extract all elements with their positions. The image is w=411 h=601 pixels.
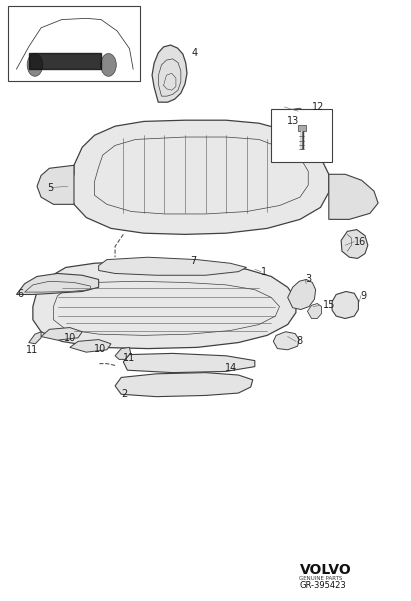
Text: 12: 12 — [312, 102, 325, 112]
Polygon shape — [152, 45, 187, 102]
Text: 16: 16 — [354, 237, 367, 246]
Polygon shape — [329, 174, 378, 219]
Polygon shape — [37, 165, 74, 204]
Polygon shape — [29, 332, 41, 344]
Text: GENUINE PARTS: GENUINE PARTS — [299, 576, 343, 581]
Bar — [298, 124, 306, 131]
Text: 3: 3 — [305, 275, 311, 284]
Text: 8: 8 — [296, 337, 302, 346]
Polygon shape — [33, 261, 296, 349]
Text: 1: 1 — [261, 267, 267, 276]
Text: 7: 7 — [190, 257, 196, 266]
Circle shape — [101, 53, 116, 76]
Polygon shape — [341, 230, 368, 258]
Polygon shape — [70, 340, 111, 352]
Polygon shape — [115, 373, 253, 397]
Text: 2: 2 — [121, 389, 127, 398]
Text: VOLVO: VOLVO — [300, 563, 352, 577]
Circle shape — [27, 53, 43, 76]
Text: 9: 9 — [361, 291, 367, 300]
Polygon shape — [273, 332, 299, 350]
Polygon shape — [123, 353, 255, 373]
Polygon shape — [288, 108, 304, 117]
Text: 4: 4 — [191, 48, 197, 58]
Text: 11: 11 — [25, 345, 38, 355]
Polygon shape — [16, 273, 99, 294]
Bar — [271, 109, 332, 162]
Polygon shape — [307, 304, 321, 319]
Polygon shape — [29, 53, 101, 69]
Text: 5: 5 — [47, 183, 53, 192]
Bar — [8, 6, 140, 81]
Text: 14: 14 — [225, 363, 238, 373]
Text: 10: 10 — [64, 333, 76, 343]
Text: 6: 6 — [17, 290, 23, 299]
Polygon shape — [41, 328, 82, 340]
Text: 13: 13 — [287, 117, 299, 126]
Polygon shape — [115, 347, 131, 359]
Polygon shape — [332, 291, 358, 319]
Polygon shape — [99, 257, 247, 275]
Text: GR-395423: GR-395423 — [299, 582, 346, 590]
Text: 11: 11 — [122, 353, 135, 362]
Text: 10: 10 — [94, 344, 106, 353]
Text: 15: 15 — [323, 300, 335, 310]
Polygon shape — [70, 120, 329, 234]
Polygon shape — [288, 279, 316, 310]
